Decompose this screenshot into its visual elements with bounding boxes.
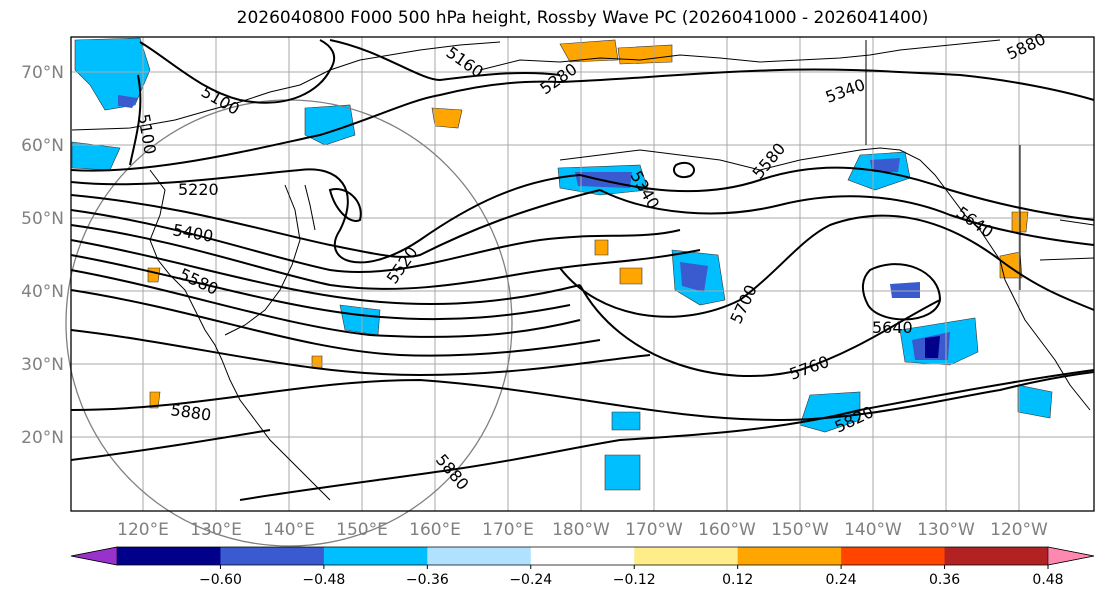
contour-label: 5100 bbox=[198, 82, 243, 119]
map-title: 2026040800 F000 500 hPa height, Rossby W… bbox=[236, 8, 929, 28]
colorbar-tick-label: 0.12 bbox=[722, 572, 753, 588]
lat-label: 70°N bbox=[21, 63, 64, 83]
lon-label: 140°E bbox=[263, 520, 315, 540]
contour-label: 5640 bbox=[953, 203, 997, 242]
height-contours bbox=[70, 39, 1095, 501]
lon-label: 130°E bbox=[190, 520, 242, 540]
colorbar-tick-label: −0.60 bbox=[199, 572, 242, 588]
lon-label: 120°E bbox=[117, 520, 169, 540]
lon-label: 150°E bbox=[336, 520, 388, 540]
contour-label: 5220 bbox=[178, 180, 219, 199]
longitude-labels: 120°E 130°E 140°E 150°E 160°E 170°E 180°… bbox=[117, 520, 1048, 540]
colorbar-tick-label: 0.48 bbox=[1032, 572, 1063, 588]
contour-label: 5880 bbox=[169, 400, 212, 424]
colorbar-segment bbox=[634, 547, 739, 565]
colorbar-segment bbox=[323, 547, 428, 565]
contour-label: 5520 bbox=[383, 243, 422, 287]
contour-label-group: 5100 5100 5160 5280 5340 5220 5400 5580 … bbox=[134, 29, 1049, 494]
lon-label: 140°W bbox=[844, 520, 902, 540]
colorbar-tick-label: −0.12 bbox=[613, 572, 656, 588]
lat-label: 20°N bbox=[21, 428, 64, 448]
lon-label: 160°W bbox=[698, 520, 756, 540]
colorbar-segment bbox=[117, 547, 221, 565]
lat-label: 40°N bbox=[21, 282, 64, 302]
colorbar-segment bbox=[427, 547, 532, 565]
contour-label: 5280 bbox=[536, 59, 580, 98]
colorbar-segment bbox=[737, 547, 842, 565]
colorbar-tick-label: 0.24 bbox=[826, 572, 857, 588]
colorbar-segment bbox=[220, 547, 325, 565]
lon-label: 160°E bbox=[409, 520, 461, 540]
contour-label: 5580 bbox=[176, 264, 221, 298]
lon-label: 170°W bbox=[625, 520, 683, 540]
lat-label: 30°N bbox=[21, 355, 64, 375]
colorbar-tick-label: −0.36 bbox=[406, 572, 449, 588]
lon-label: 180°W bbox=[552, 520, 610, 540]
map-frame bbox=[70, 36, 1095, 512]
colorbar-segment bbox=[944, 547, 1049, 565]
colorbar-tick-label: 0.36 bbox=[929, 572, 960, 588]
colorbar: −0.60 −0.48 −0.36 −0.24 −0.12 0.12 0.24 0.36 0.4… bbox=[70, 546, 1095, 588]
contour-label: 5880 bbox=[1004, 29, 1049, 63]
colorbar-tick-label: −0.24 bbox=[509, 572, 552, 588]
colorbar-segment bbox=[530, 547, 635, 565]
latitude-labels: 70°N 60°N 50°N 40°N 30°N 20°N bbox=[21, 63, 64, 448]
colorbar-tick-label: −0.48 bbox=[302, 572, 345, 588]
lat-label: 60°N bbox=[21, 136, 64, 156]
contour-label: 5340 bbox=[823, 75, 868, 107]
lat-label: 50°N bbox=[21, 209, 64, 229]
lon-label: 130°W bbox=[917, 520, 975, 540]
colorbar-segment bbox=[841, 547, 946, 565]
colorbar-extend-min bbox=[70, 546, 118, 566]
colorbar-extend-max bbox=[1047, 546, 1095, 566]
contour-label: 5400 bbox=[171, 220, 214, 246]
contour-label: 5580 bbox=[749, 139, 790, 182]
lon-label: 170°E bbox=[482, 520, 534, 540]
lon-label: 150°W bbox=[771, 520, 829, 540]
lon-label: 120°W bbox=[990, 520, 1048, 540]
colorbar-outline bbox=[70, 546, 1095, 566]
contour-label: 5100 bbox=[134, 112, 160, 155]
contour-label: 5640 bbox=[872, 318, 913, 337]
contour-label: 5760 bbox=[787, 352, 832, 384]
